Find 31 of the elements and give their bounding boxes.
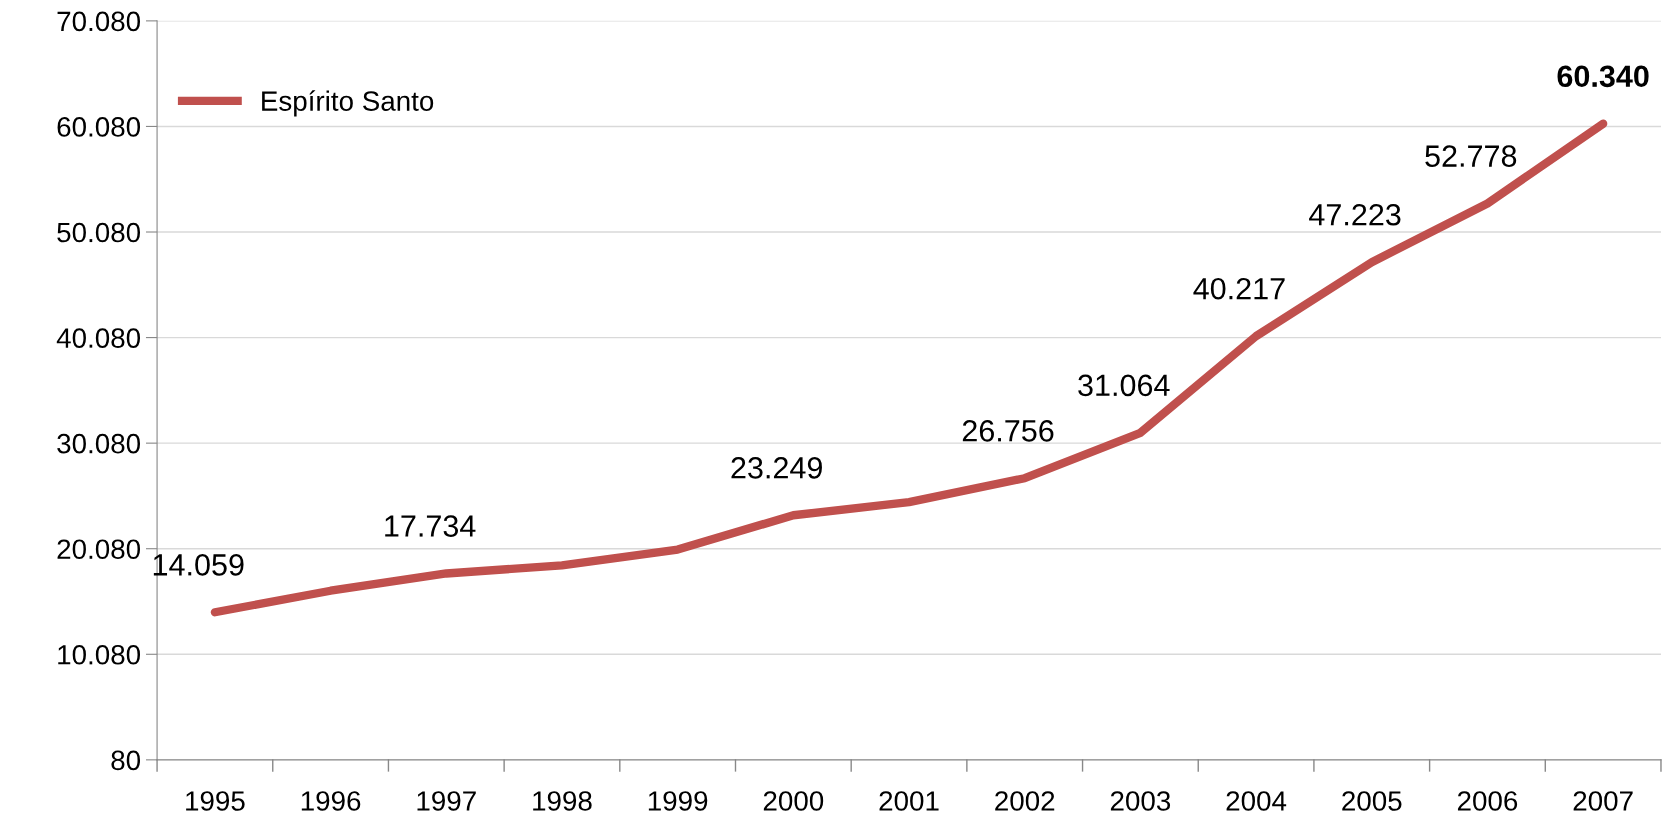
legend-label: Espírito Santo — [262, 90, 434, 117]
y-tick-label: 50.080 — [57, 222, 141, 243]
x-tick-label: 1996 — [301, 791, 361, 811]
data-label: 47.223 — [1309, 203, 1401, 226]
data-label: 23.249 — [731, 457, 822, 479]
data-label: 26.756 — [962, 420, 1054, 442]
data-label: 31.064 — [1078, 374, 1170, 397]
x-tick-label: 1997 — [417, 791, 476, 811]
y-tick-label: 20.080 — [57, 539, 141, 560]
y-tick-label: 70.080 — [57, 11, 141, 32]
x-tick-label: 1999 — [648, 791, 708, 811]
y-tick-label: 80 — [111, 750, 141, 771]
x-tick-label: 2005 — [1342, 791, 1402, 811]
data-label: 14.059 — [153, 554, 244, 576]
x-tick-label: 2003 — [1110, 791, 1171, 811]
x-tick-label: 2007 — [1573, 791, 1633, 811]
y-tick-label: 10.080 — [58, 644, 141, 665]
data-label: 60.340 — [1557, 65, 1649, 88]
x-tick-label: 2002 — [995, 791, 1055, 811]
y-tick-label: 40.080 — [56, 328, 141, 348]
x-tick-label: 2000 — [763, 791, 824, 811]
data-label: 52.778 — [1425, 145, 1517, 167]
data-label: 17.734 — [385, 515, 476, 537]
x-tick-label: 2001 — [879, 791, 939, 811]
y-tick-label: 30.080 — [57, 433, 141, 454]
x-tick-label: 2004 — [1226, 791, 1287, 811]
data-label: 40.217 — [1193, 277, 1285, 300]
x-tick-label: 1998 — [533, 791, 592, 811]
y-tick-label: 60.080 — [57, 117, 141, 137]
x-tick-label: 2006 — [1457, 791, 1518, 811]
x-tick-label: 1995 — [186, 791, 245, 811]
